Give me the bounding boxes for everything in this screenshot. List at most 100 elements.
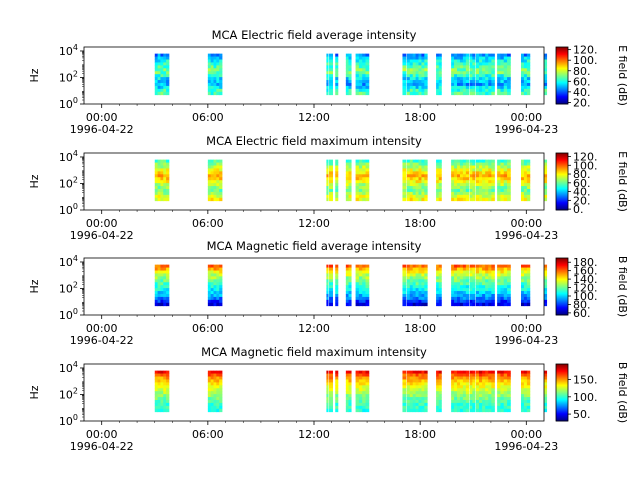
spectrogram-cell [451,273,455,277]
spectrogram-cell [497,302,501,307]
spectrogram-cell [503,183,508,187]
spectrogram-cell [503,91,508,96]
spectrogram-cell [355,382,360,386]
spectrogram-cell [472,276,476,280]
spectrogram-cell [355,270,360,274]
spectrogram-cell [216,408,220,413]
spectrogram-cell [465,62,470,66]
spectrogram-cell [491,397,495,401]
spectrogram-cell [491,299,495,304]
spectrogram-cell [207,56,212,60]
y-tick-base: 10 [59,71,73,84]
spectrogram-cell [329,373,333,377]
spectrogram-cell [157,399,161,404]
colorbar-step [556,85,568,87]
spectrogram-cell [503,174,508,178]
spectrogram-cell [160,68,164,72]
spectrogram-cell [421,267,425,271]
spectrogram-cell [469,159,473,163]
spectrogram-cell [523,162,528,166]
spectrogram-cell [412,180,417,184]
spectrogram-cell [335,68,339,72]
spectrogram-cell [210,299,214,304]
spectrogram-cell [488,180,492,184]
spectrogram-cell [424,186,428,190]
spectrogram-cell [544,59,548,63]
spectrogram-cell [166,68,170,72]
spectrogram-cell [166,264,170,268]
spectrogram-cell [454,65,458,69]
spectrogram-cell [157,91,161,96]
spectrogram-cell [329,180,333,184]
spectrogram-cell [491,188,495,193]
spectrogram-cell [526,408,531,413]
spectrogram-cell [523,293,528,298]
spectrogram-cell [402,385,407,389]
spectrogram-cell [362,291,366,295]
spectrogram-cell [418,282,422,286]
spectrogram-cell [507,174,511,178]
spectrogram-cell [454,288,458,292]
spectrogram-cell [469,62,473,66]
spectrogram-cell [469,53,473,57]
spectrogram-cell [523,388,528,392]
spectrogram-cell [482,385,486,389]
spectrogram-cell [482,279,486,283]
spectrogram-cell [421,399,425,404]
spectrogram-cell [365,293,370,298]
spectrogram-cell [213,77,217,81]
spectrogram-cell [409,285,414,289]
spectrogram-cell [216,194,220,199]
spectrogram-cell [526,53,531,57]
spectrogram-cell [326,408,329,413]
spectrogram-cell [526,293,531,298]
spectrogram-cell [210,74,214,78]
spectrogram-cell [418,85,422,90]
colorbar-step [556,276,568,278]
spectrogram-cell [478,394,483,398]
spectrogram-cell [500,188,505,193]
spectrogram-cell [424,88,428,93]
spectrogram-cell [503,399,508,404]
spectrogram-cell [457,85,461,90]
spectrogram-cell [454,382,458,386]
spectrogram-cell [472,91,476,96]
spectrogram-cell [503,197,508,202]
spectrogram-cell [507,168,511,172]
spectrogram-cell [472,56,476,60]
spectrogram-cell [462,276,467,280]
spectrogram-cell [210,264,214,268]
spectrogram-cell [521,273,525,277]
spectrogram-cell [526,267,531,271]
spectrogram-cell [329,276,333,280]
spectrogram-cell [213,388,217,392]
spectrogram-cell [219,80,223,84]
spectrogram-cell [451,276,455,280]
colorbar-step [556,101,568,103]
spectrogram-cell [421,191,425,196]
spectrogram-cell [166,80,170,84]
spectrogram-cell [472,388,476,392]
spectrogram-cell [348,382,352,386]
spectrogram-cell [213,56,217,60]
spectrogram-cell [160,177,164,181]
spectrogram-cell [355,85,360,90]
spectrogram-cell [421,71,425,75]
spectrogram-cell [488,302,492,307]
spectrogram-cell [210,408,214,413]
spectrogram-cell [521,56,525,60]
spectrogram-cell [163,273,167,277]
spectrogram-cell [406,394,411,398]
spectrogram-cell [365,264,370,268]
spectrogram-cell [507,402,511,407]
spectrogram-cell [402,291,407,295]
spectrogram-cell [329,62,333,66]
spectrogram-cell [166,408,170,413]
spectrogram-cell [348,91,352,96]
spectrogram-cell [451,183,455,187]
spectrogram-cell [157,82,161,87]
colorbar-step [556,169,568,171]
spectrogram-cell [166,91,170,96]
spectrogram-cell [213,288,217,292]
spectrogram-cell [219,171,223,175]
